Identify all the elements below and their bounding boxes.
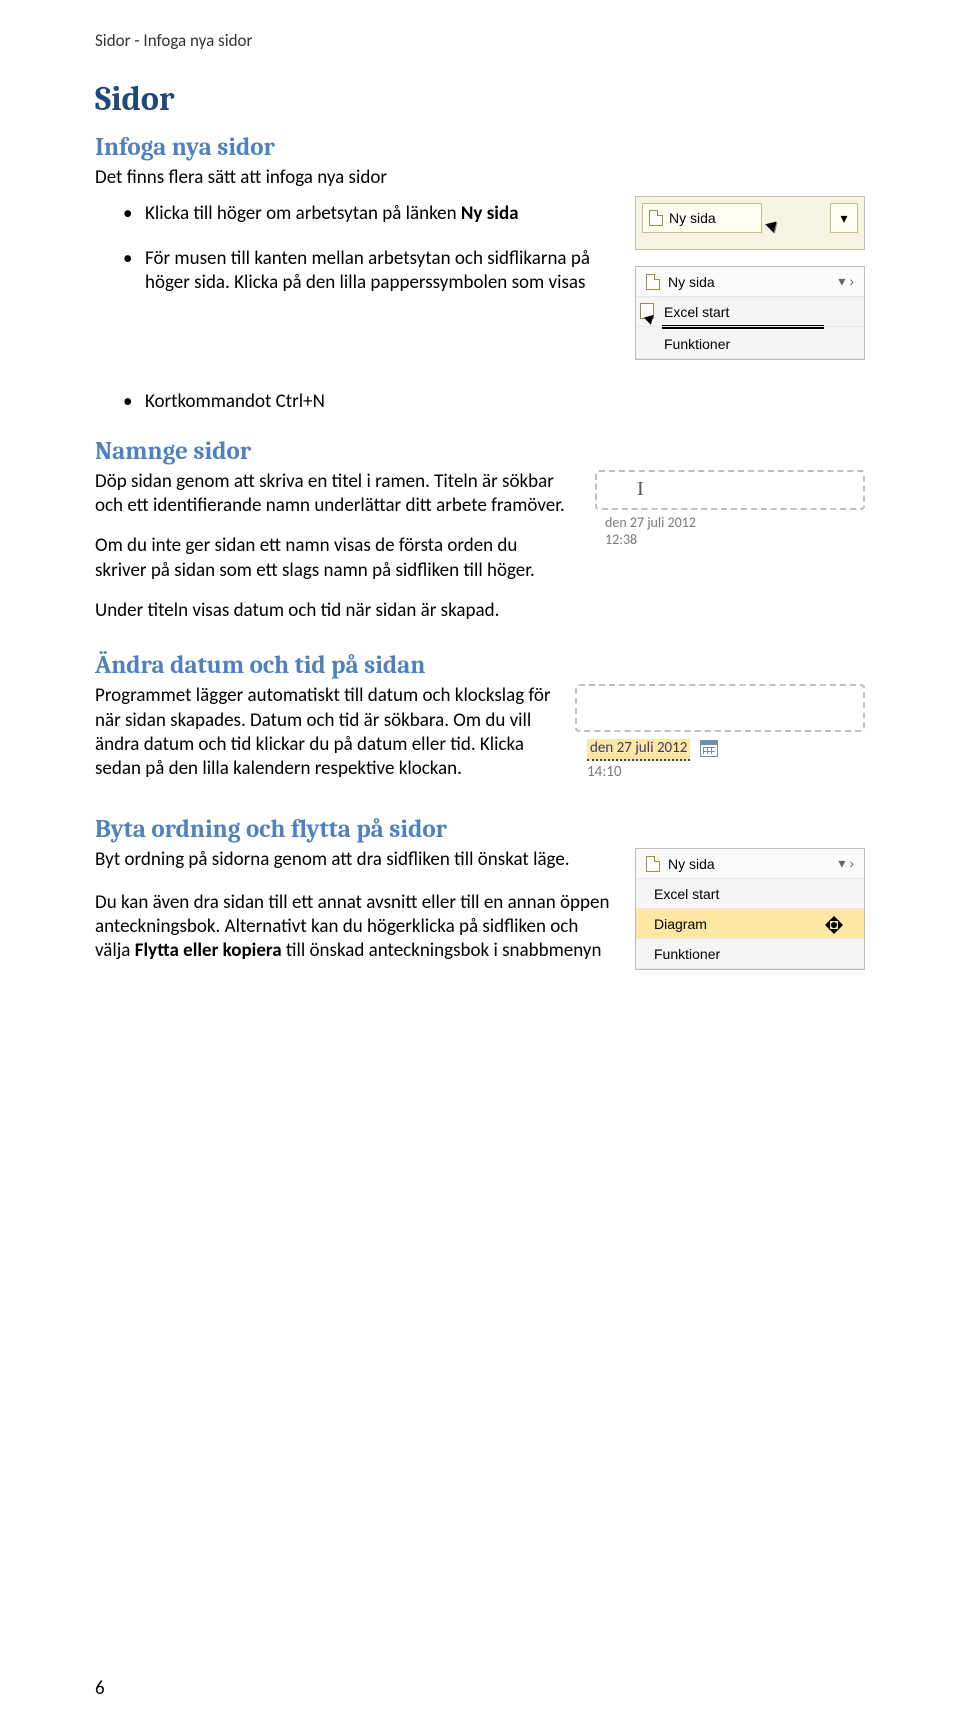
namnge-p1: Döp sidan genom att skriva en titel i ra… [95, 470, 571, 519]
andra-datum-p1: Programmet lägger automatiskt till datum… [95, 684, 551, 781]
date-row: den 27 juli 2012 [587, 738, 865, 761]
reorder-diagram: Diagram [636, 909, 864, 939]
bullet-3: Kortkommandot Ctrl+N [123, 390, 865, 414]
bullet-1-text: Klicka till höger om arbetsytan på länke… [145, 202, 461, 225]
heading-andra-datum: Ändra datum och tid på sidan [95, 651, 865, 680]
screenshot-nysida-tab: Ny sida ▾ [635, 196, 865, 250]
reorder-diagram-label: Diagram [654, 916, 707, 932]
reorder-funktioner-label: Funktioner [654, 946, 720, 962]
page-icon [649, 210, 663, 226]
section-infoga: Infoga nya sidor Det finns flera sätt at… [95, 133, 865, 415]
page-number: 6 [95, 1677, 105, 1700]
sidebar-excel-label: Excel start [664, 304, 729, 320]
nysida-dropdown: ▾ [830, 203, 858, 233]
page-title: Sidor [95, 79, 865, 119]
byta-p2c: till önskad anteckningsbok i snabbmenyn [282, 939, 602, 962]
title-time: 12:38 [605, 531, 865, 548]
screenshot-reorder: Ny sida ▾ › Excel start Diagram Funktion… [635, 848, 865, 970]
page-icon [646, 856, 660, 872]
byta-p2: Du kan även dra sidan till ett annat avs… [95, 891, 611, 964]
screenshot-title-box: I den 27 juli 2012 12:38 [595, 470, 865, 548]
screenshot-column-1: Ny sida ▾ Ny sida ▾ › Excel start [635, 196, 865, 360]
title-frame: I [595, 470, 865, 510]
nysida-tab: Ny sida [642, 203, 762, 233]
insert-page-cursor-icon [640, 303, 658, 323]
heading-byta-ordning: Byta ordning och flytta på sidor [95, 815, 865, 844]
reorder-nysida: Ny sida ▾ › [636, 849, 864, 879]
heading-infoga: Infoga nya sidor [95, 133, 865, 162]
nysida-label: Ny sida [669, 210, 716, 226]
bullet-2: För musen till kanten mellan arbetsytan … [123, 247, 611, 296]
sidebar-nysida-label: Ny sida [668, 274, 715, 290]
reorder-excel: Excel start [636, 879, 864, 909]
sidebar-arrows: ▾ › [838, 273, 854, 290]
title-date: den 27 juli 2012 [605, 514, 865, 531]
text-cursor-icon: I [637, 478, 644, 500]
sidebar-excel: Excel start [636, 297, 864, 327]
reorder-funktioner: Funktioner [636, 939, 864, 969]
section-namnge: Namnge sidor Döp sidan genom att skriva … [95, 437, 865, 624]
intro-text: Det finns flera sätt att infoga nya sido… [95, 166, 865, 190]
namnge-p3: Under titeln visas datum och tid när sid… [95, 599, 865, 623]
reorder-arrows: ▾ › [838, 855, 854, 872]
sidebar-funktioner-label: Funktioner [664, 336, 730, 352]
screenshot-date-box: den 27 juli 2012 14:10 [575, 684, 865, 781]
sidebar-funktioner: Funktioner [636, 329, 864, 359]
bullet-list: Klicka till höger om arbetsytan på länke… [95, 202, 611, 315]
section-andra-datum: Ändra datum och tid på sidan Programmet … [95, 651, 865, 787]
time-row: 14:10 [587, 763, 865, 781]
section-byta-ordning: Byta ordning och flytta på sidor Byt ord… [95, 815, 865, 970]
calendar-icon [700, 740, 718, 757]
byta-p1: Byt ordning på sidorna genom att dra sid… [95, 848, 611, 872]
screenshot-sidebar-insert: Ny sida ▾ › Excel start Funktioner [635, 266, 865, 360]
heading-namnge: Namnge sidor [95, 437, 865, 466]
page-icon [646, 274, 660, 290]
reorder-excel-label: Excel start [654, 886, 719, 902]
namnge-p2: Om du inte ger sidan ett namn visas de f… [95, 534, 571, 583]
running-header: Sidor - Infoga nya sidor [95, 30, 865, 51]
sidebar-nysida: Ny sida ▾ › [636, 267, 864, 297]
bullet-list-cont: Kortkommandot Ctrl+N [95, 390, 865, 414]
byta-p2-bold: Flytta eller kopiera [135, 939, 282, 962]
reorder-nysida-label: Ny sida [668, 856, 715, 872]
bullet-1: Klicka till höger om arbetsytan på länke… [123, 202, 611, 226]
bullet-1-bold: Ny sida [461, 202, 519, 225]
title-frame-empty [575, 684, 865, 732]
highlighted-date: den 27 juli 2012 [587, 739, 690, 761]
move-cursor-icon [824, 915, 844, 935]
